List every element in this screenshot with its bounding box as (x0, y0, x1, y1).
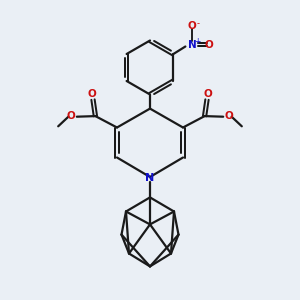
Text: O: O (88, 88, 97, 99)
Text: +: + (194, 37, 201, 46)
Text: -: - (197, 19, 200, 28)
Text: O: O (188, 21, 197, 32)
Text: O: O (203, 88, 212, 99)
Text: N: N (146, 172, 154, 183)
Text: O: O (205, 40, 214, 50)
Text: O: O (66, 111, 75, 121)
Text: O: O (225, 111, 234, 121)
Text: N: N (188, 40, 197, 50)
